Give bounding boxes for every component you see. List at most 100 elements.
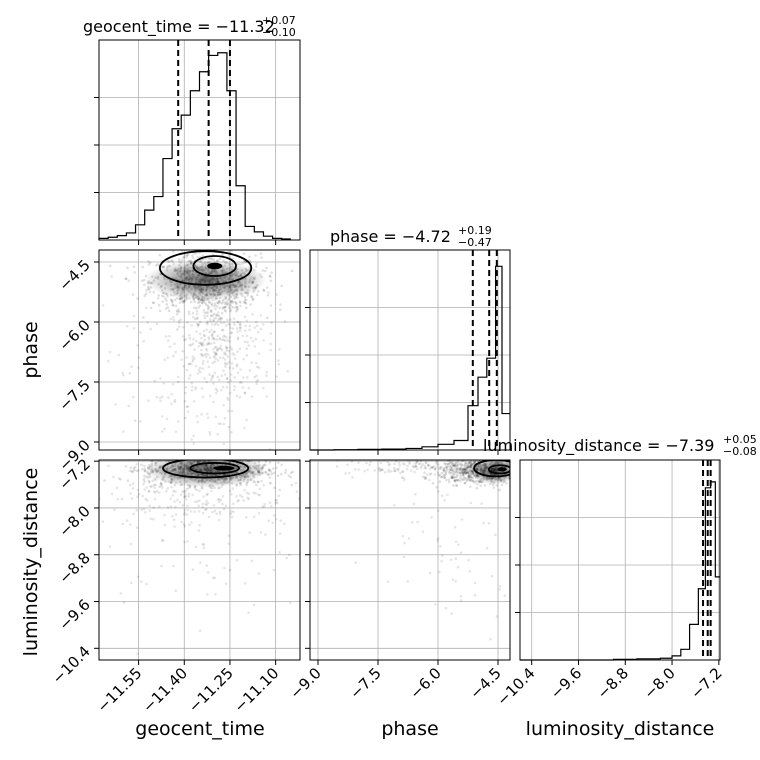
sample-point [235, 305, 239, 309]
sample-point [465, 463, 469, 466]
sample-point [197, 504, 201, 508]
sample-point [335, 464, 339, 468]
sample-point [195, 488, 198, 492]
sample-point [171, 259, 174, 263]
sample-point [222, 442, 226, 446]
sample-point [447, 480, 451, 484]
sample-point [183, 255, 186, 259]
sample-point [221, 301, 224, 305]
sample-point [252, 491, 256, 495]
sample-point [462, 468, 465, 472]
sample-point [450, 462, 454, 466]
sample-point [568, 467, 571, 470]
sample-point [267, 469, 271, 472]
axes-frame [98, 249, 301, 451]
sample-point [230, 301, 233, 304]
sample-point [242, 376, 245, 379]
sample-point [424, 461, 428, 465]
sample-point [190, 323, 194, 327]
sample-point [275, 466, 278, 470]
sample-point [350, 460, 354, 463]
sample-point [135, 526, 139, 529]
sample-point [218, 512, 222, 516]
sample-point [132, 468, 136, 472]
sample-point [119, 592, 123, 595]
sample-point [210, 314, 213, 318]
sample-point [215, 322, 218, 325]
sample-point [220, 316, 223, 320]
sample-point [238, 326, 242, 330]
sample-point [535, 470, 538, 473]
axes-frame [309, 459, 511, 661]
sample-point [453, 472, 456, 476]
sample-point [388, 462, 391, 466]
sample-point [205, 343, 209, 346]
sample-point [535, 473, 538, 476]
sample-point [411, 520, 414, 524]
sample-point [511, 467, 514, 470]
sample-point [211, 337, 215, 340]
sample-point [232, 321, 236, 324]
sample-point [210, 375, 214, 378]
sample-point [255, 382, 259, 386]
sample-point [166, 356, 169, 359]
sample-point [579, 476, 582, 479]
sample-point [477, 455, 480, 458]
sample-point [211, 332, 214, 335]
sample-point [139, 419, 142, 423]
sample-point [487, 521, 491, 525]
sample-point [139, 580, 143, 583]
sample-point [275, 375, 278, 378]
sample-point [453, 463, 457, 467]
sample-point [269, 332, 273, 335]
sample-point [266, 473, 270, 476]
sample-point [174, 513, 178, 516]
sample-point [212, 330, 216, 333]
sample-point [255, 361, 258, 365]
sample-point [424, 477, 428, 480]
sample-point [266, 293, 270, 297]
title-geocent-time: geocent_time = −11.32 +0.07 −0.10 [83, 14, 296, 39]
sample-point [425, 461, 428, 464]
sample-point [245, 483, 249, 487]
sample-point [191, 359, 195, 363]
sample-point [197, 322, 200, 326]
sample-point [181, 504, 185, 507]
sample-point [186, 410, 190, 413]
sample-point [143, 464, 146, 468]
histogram-steps [520, 481, 720, 661]
sample-point [319, 380, 322, 383]
sample-point [442, 476, 446, 479]
sample-point [217, 454, 220, 457]
sample-point [206, 320, 209, 324]
sample-point [236, 320, 240, 324]
sample-point [468, 478, 471, 482]
sample-point [230, 299, 233, 303]
sample-point [208, 330, 211, 334]
sample-point [267, 468, 271, 471]
sample-point [467, 470, 470, 474]
sample-point [186, 508, 190, 512]
sample-point [152, 483, 156, 487]
sample-point [202, 343, 205, 347]
sample-point [140, 463, 143, 467]
sample-point [267, 519, 271, 522]
sample-point [188, 343, 191, 347]
sample-point [489, 637, 492, 641]
sample-point [160, 486, 164, 489]
y-tick-label: −6.0 [55, 316, 93, 354]
sample-point [469, 478, 473, 482]
sample-point [255, 320, 258, 324]
sample-point [381, 468, 384, 472]
sample-point [210, 302, 214, 305]
sample-point [146, 455, 149, 458]
sample-point [438, 473, 442, 477]
sample-point [163, 358, 166, 362]
sample-point [444, 466, 447, 470]
sample-point [454, 461, 457, 465]
sample-point [436, 490, 440, 493]
sample-point [176, 375, 180, 379]
sample-point [522, 467, 525, 470]
sample-point [450, 471, 454, 474]
sample-point [142, 278, 146, 282]
